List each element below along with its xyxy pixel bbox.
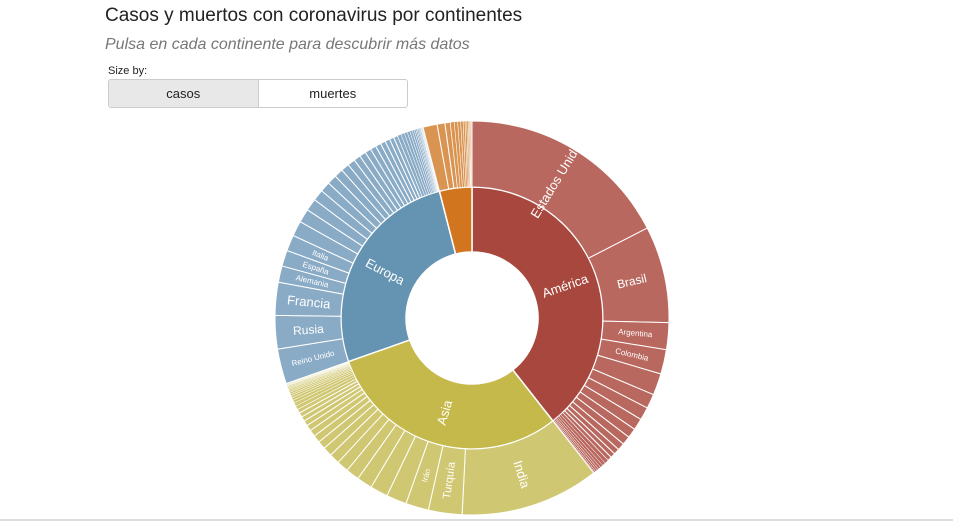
country-label-argentina: Argentina [618,327,653,339]
size-by-muertes-button[interactable]: muertes [257,80,408,107]
country-label-francia: Francia [286,292,331,311]
country-ring [274,120,670,516]
country-label-turquia: Turquía [441,460,458,500]
continent-ring [340,186,604,450]
continent-label-asia: Asia [434,398,456,427]
chart-title: Casos y muertos con coronavirus por cont… [105,5,523,26]
size-by-label: Size by: [108,65,148,77]
country-segment[interactable] [471,120,473,188]
country-label-brasil: Brasil [616,271,648,291]
chart-subtitle: Pulsa en cada continente para descubrir … [105,36,470,53]
size-by-toggle: casos muertes [108,79,408,108]
country-label-iran: Irán [420,468,432,484]
size-by-casos-button[interactable]: casos [109,80,258,107]
country-label-rusia: Rusia [293,322,325,338]
page-bottom-border [0,519,953,521]
